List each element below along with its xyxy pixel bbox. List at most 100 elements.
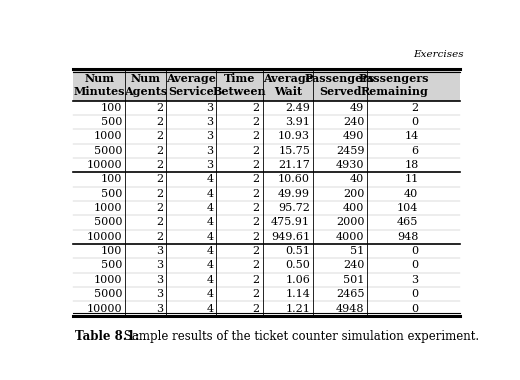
Text: 6: 6 <box>411 146 419 156</box>
Text: 5000: 5000 <box>94 146 123 156</box>
Text: 500: 500 <box>101 117 123 127</box>
Text: 100: 100 <box>101 174 123 184</box>
Bar <box>73 273 460 287</box>
Text: 2: 2 <box>156 131 163 141</box>
Text: 500: 500 <box>101 260 123 271</box>
Text: 10000: 10000 <box>87 304 123 314</box>
Text: Average
Wait: Average Wait <box>263 73 313 97</box>
Text: 0.51: 0.51 <box>285 246 310 256</box>
Text: 10000: 10000 <box>87 232 123 242</box>
Text: 4: 4 <box>206 260 213 271</box>
Text: 51: 51 <box>350 246 365 256</box>
Text: 14: 14 <box>404 131 419 141</box>
Text: 5000: 5000 <box>94 217 123 228</box>
Text: 4: 4 <box>206 246 213 256</box>
Text: 21.17: 21.17 <box>278 160 310 170</box>
Text: 2.49: 2.49 <box>285 103 310 113</box>
Bar <box>73 187 460 201</box>
Text: 2: 2 <box>253 232 260 242</box>
Text: 4: 4 <box>206 289 213 299</box>
Text: 2: 2 <box>253 103 260 113</box>
Bar <box>73 215 460 230</box>
Text: 2: 2 <box>156 203 163 213</box>
Text: 1000: 1000 <box>94 203 123 213</box>
Text: 3: 3 <box>206 131 213 141</box>
Text: 240: 240 <box>343 117 365 127</box>
Text: 3: 3 <box>206 160 213 170</box>
Text: Time
Between: Time Between <box>213 73 266 97</box>
Bar <box>73 287 460 301</box>
Text: 4: 4 <box>206 304 213 314</box>
Text: 2: 2 <box>156 189 163 199</box>
Bar <box>73 230 460 244</box>
Text: 4000: 4000 <box>336 232 365 242</box>
Bar <box>73 129 460 144</box>
Text: 2459: 2459 <box>336 146 365 156</box>
Text: 0.50: 0.50 <box>285 260 310 271</box>
Text: 0: 0 <box>411 304 419 314</box>
Text: 240: 240 <box>343 260 365 271</box>
Text: 2: 2 <box>253 203 260 213</box>
Text: 2: 2 <box>156 103 163 113</box>
Text: 500: 500 <box>101 189 123 199</box>
Text: 2: 2 <box>156 232 163 242</box>
Bar <box>73 69 460 101</box>
Text: 49: 49 <box>350 103 365 113</box>
Text: 5000: 5000 <box>94 289 123 299</box>
Text: 4: 4 <box>206 174 213 184</box>
Bar <box>73 301 460 316</box>
Text: 3: 3 <box>156 289 163 299</box>
Text: 4: 4 <box>206 217 213 228</box>
Text: 1000: 1000 <box>94 275 123 285</box>
Text: 2: 2 <box>253 275 260 285</box>
Text: 15.75: 15.75 <box>278 146 310 156</box>
Text: Num
Agents: Num Agents <box>124 73 167 97</box>
Text: 2: 2 <box>253 117 260 127</box>
Text: 18: 18 <box>404 160 419 170</box>
Text: 3: 3 <box>411 275 419 285</box>
Text: 2: 2 <box>411 103 419 113</box>
Bar <box>73 201 460 215</box>
Text: 2: 2 <box>156 146 163 156</box>
Text: 2: 2 <box>253 131 260 141</box>
Text: 2: 2 <box>156 217 163 228</box>
Text: 1.21: 1.21 <box>285 304 310 314</box>
Text: 100: 100 <box>101 103 123 113</box>
Text: 0: 0 <box>411 117 419 127</box>
Text: Num
Minutes: Num Minutes <box>73 73 125 97</box>
Text: 2: 2 <box>253 217 260 228</box>
Text: 400: 400 <box>343 203 365 213</box>
Text: 100: 100 <box>101 246 123 256</box>
Text: 40: 40 <box>404 189 419 199</box>
Text: Exercises: Exercises <box>413 50 464 59</box>
Text: 11: 11 <box>404 174 419 184</box>
Text: 1.14: 1.14 <box>285 289 310 299</box>
Text: 3: 3 <box>206 146 213 156</box>
Text: Table 8.1:: Table 8.1: <box>75 330 139 343</box>
Text: 1.06: 1.06 <box>285 275 310 285</box>
Text: 2: 2 <box>156 160 163 170</box>
Text: 2465: 2465 <box>336 289 365 299</box>
Text: Passengers
Remaining: Passengers Remaining <box>359 73 430 97</box>
Text: 2: 2 <box>156 117 163 127</box>
Text: 95.72: 95.72 <box>278 203 310 213</box>
Text: 3: 3 <box>156 275 163 285</box>
Text: 2: 2 <box>253 304 260 314</box>
Text: 104: 104 <box>397 203 419 213</box>
Text: 2: 2 <box>253 246 260 256</box>
Text: 2: 2 <box>253 160 260 170</box>
Text: Average
Service: Average Service <box>166 73 216 97</box>
Text: 2: 2 <box>253 189 260 199</box>
Text: 949.61: 949.61 <box>271 232 310 242</box>
Text: 4: 4 <box>206 275 213 285</box>
Text: 0: 0 <box>411 260 419 271</box>
Text: 2: 2 <box>253 260 260 271</box>
Text: 40: 40 <box>350 174 365 184</box>
Text: 948: 948 <box>397 232 419 242</box>
Text: 4930: 4930 <box>336 160 365 170</box>
Bar <box>73 172 460 187</box>
Text: 501: 501 <box>343 275 365 285</box>
Text: 10.93: 10.93 <box>278 131 310 141</box>
Text: 4: 4 <box>206 232 213 242</box>
Text: 10000: 10000 <box>87 160 123 170</box>
